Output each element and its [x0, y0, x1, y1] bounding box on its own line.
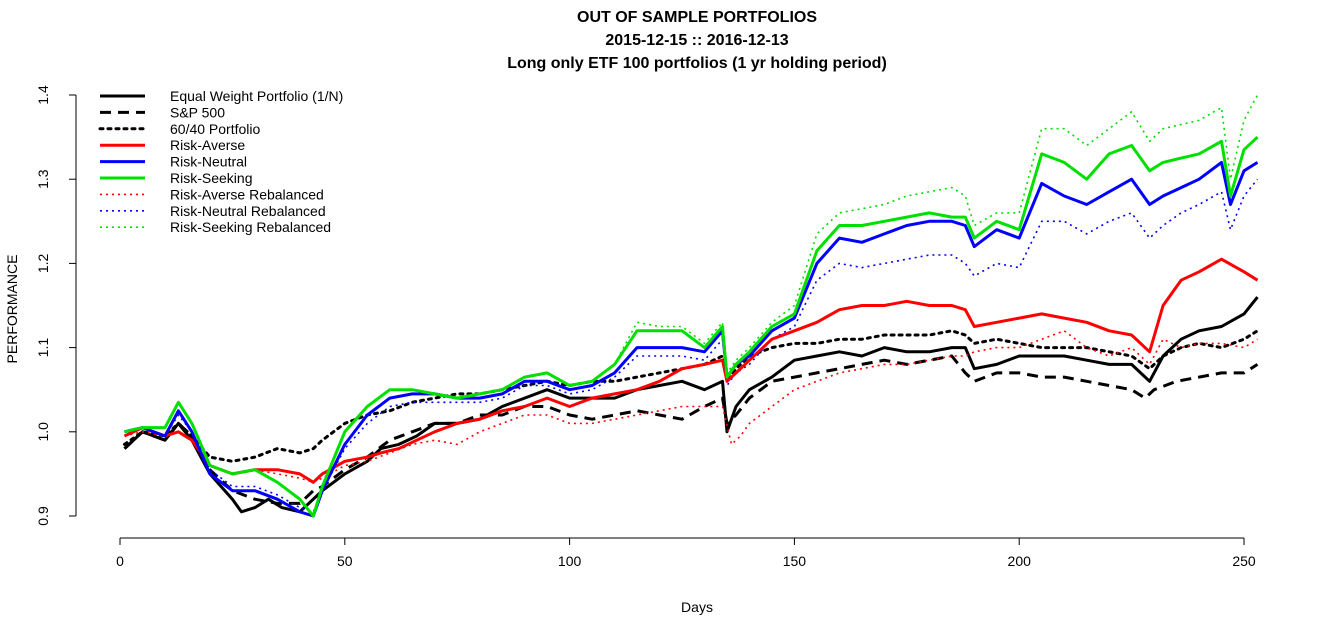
series-line-equal-weight-portfolio-1-n — [123, 296, 1259, 514]
y-tick-label: 1.0 — [35, 422, 51, 442]
x-tick-label: 250 — [1232, 553, 1256, 569]
chart-subtitle-2: Long only ETF 100 portfolios (1 yr holdi… — [507, 55, 887, 72]
legend-label: 60/40 Portfolio — [170, 121, 260, 137]
legend-label: Risk-Seeking — [170, 170, 252, 186]
legend-label: Risk-Neutral — [170, 154, 247, 170]
y-tick-label: 1.4 — [35, 85, 51, 105]
legend-label: Risk-Averse Rebalanced — [170, 186, 324, 202]
legend: Equal Weight Portfolio (1/N)S&P 50060/40… — [98, 88, 343, 235]
legend-label: S&P 500 — [170, 104, 225, 120]
y-tick-label: 1.1 — [35, 338, 51, 358]
series-line-s-p-500 — [123, 354, 1259, 505]
series-line-risk-averse-rebalanced — [124, 330, 1258, 484]
axes: 0 50 100 150 200 250 0.9 1.0 1.1 1.2 1.3 1.4 — [35, 85, 1256, 569]
y-tick-label: 0.9 — [35, 506, 51, 526]
legend-label: Risk-Averse — [170, 137, 245, 153]
series-line-risk-averse — [123, 257, 1259, 484]
legend-label: Equal Weight Portfolio (1/N) — [170, 88, 343, 104]
y-axis-title: PERFORMANCE — [4, 255, 20, 364]
series-line-risk-seeking — [124, 136, 1259, 518]
chart-title: OUT OF SAMPLE PORTFOLIOS — [577, 9, 817, 26]
series-line-60-40-portfolio — [123, 329, 1259, 463]
x-axis-title: Days — [681, 599, 713, 615]
series-line-risk-seeking-rebalanced — [124, 94, 1259, 517]
x-tick-label: 150 — [783, 553, 807, 569]
series-layer — [123, 94, 1259, 518]
x-tick-label: 50 — [337, 553, 353, 569]
x-tick-label: 100 — [558, 553, 582, 569]
y-tick-label: 1.2 — [35, 253, 51, 273]
x-tick-label: 0 — [116, 553, 124, 569]
legend-label: Risk-Neutral Rebalanced — [170, 203, 326, 219]
chart-subtitle: 2015-12-15 :: 2016-12-13 — [605, 32, 788, 49]
legend-label: Risk-Seeking Rebalanced — [170, 219, 331, 235]
y-tick-label: 1.3 — [35, 169, 51, 189]
x-tick-label: 200 — [1008, 553, 1032, 569]
